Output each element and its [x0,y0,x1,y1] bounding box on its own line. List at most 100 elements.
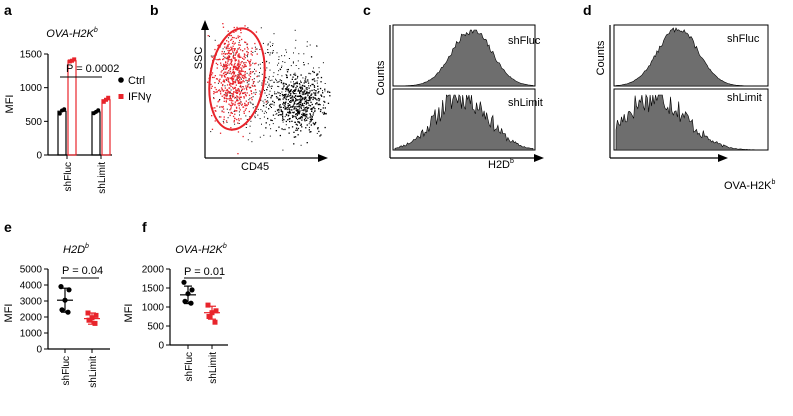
panel-b-gated-dot-449 [230,106,232,108]
panel-b-gated-dot-358 [232,100,234,102]
panel-b-gated-dot-424 [211,72,214,74]
panel-f-axes: 0 500 1000 1500 2000 shFluc shLimit [142,265,228,384]
panel-b-gated-dot-402 [235,91,237,93]
panel-b-gated-dot-273 [243,97,245,99]
panel-b-bg-dot-415 [273,33,275,35]
panel-b-cd45-high-dot-405 [297,111,299,114]
panel-b-gated-dot-491 [214,86,216,89]
panel-b-bg-dot-399 [268,93,270,95]
panel-f-point-1-1 [213,308,219,314]
panel-b-gated-dot-221 [247,103,249,105]
panel-b-bg-dot-303 [271,87,272,89]
panel-b-bg-dot-68 [306,41,308,43]
panel-b-gated-dot-412 [233,48,235,50]
panel-b-gated-dot-530 [232,86,234,89]
panel-b-cd45-high-dot-298 [270,97,272,99]
panel-b-bg-dot-93 [304,89,306,91]
panel-b-gated-dot-2 [233,95,235,97]
panel-b-gated-dot-552 [251,79,254,81]
panel-b-bg-dot-301 [265,104,267,105]
panel-b-cd45-high-dot-247 [317,85,319,87]
panel-b-gated-dot-308 [228,70,230,72]
panel-b-gated-dot-261 [241,65,244,67]
panel-b-bg-dot-267 [212,55,214,57]
panel-b-gated-dot-187 [232,80,234,82]
panel-b-cd45-high-dot-322 [273,101,275,104]
panel-b-gated-dot-330 [244,102,246,105]
panel-b-cd45-high-dot-173 [267,117,269,120]
panel-b-cd45-high-dot-262 [311,78,314,81]
panel-f-ytick-label-2: 1000 [142,303,165,314]
panel-b-gated-dot-85 [232,77,234,80]
panel-b-cd45-high-dot-458 [303,91,305,94]
panel-b-cd45-high-dot-73 [324,107,326,109]
panel-b-gated-dot-116 [238,44,240,46]
panel-b-bg-dot-350 [299,124,301,126]
panel-b-cd45-high-dot-276 [306,119,308,121]
panel-b-cd45-high-dot-457 [328,91,331,93]
panel-b-gated-dot-342 [232,115,235,118]
panel-b-gated-dot-74 [223,116,225,118]
panel-b-bg-dot-181 [282,87,284,89]
panel-a-point-shFluc-0-2 [62,107,67,112]
panel-b-bg-dot-384 [257,108,259,110]
panel-label-a: a [4,2,12,18]
panel-b-bg-dot-275 [262,42,264,44]
panel-b-gated-dot-427 [239,94,241,96]
panel-b-gated-dot-506 [229,59,231,61]
panel-b-gated-dot-233 [225,48,227,50]
panel-b-cd45-high-dot-423 [301,103,304,105]
panel-b-cd45-high-dot-186 [294,95,297,97]
panel-b-cd45-high-dot-215 [297,113,299,115]
panel-b-gated-dot-613 [231,83,234,85]
panel-b-gated-dot-324 [222,23,224,25]
panel-b-bg-dot-202 [219,99,220,101]
panel-b-gated-dot-627 [230,108,232,110]
panel-b-gated-dot-646 [244,94,247,96]
panel-b-cd45-high-dot-367 [300,74,302,76]
panel-b-cd45-high-dot-96 [291,97,293,99]
panel-e-significance: P = 0.04 [61,265,103,279]
panel-b-cd45-high-dot-370 [271,85,273,87]
panel-b-cd45-high-dot-57 [295,97,297,100]
panel-b-gated-dot-605 [244,41,246,43]
panel-b-cd45-high-dot-109 [295,109,297,111]
panel-b-bg-dot-34 [256,48,258,50]
panel-b-gated-dot-346 [215,62,217,64]
panel-b-gated-dot-160 [227,78,230,80]
panel-b-gated-dot-154 [230,127,232,129]
panel-b-cd45-high-dot-278 [288,112,291,114]
panel-b-cd45-high-dot-246 [296,99,299,101]
panel-b-bg-dot-65 [297,77,298,79]
panel-b-bg-dot-321 [269,54,271,56]
panel-b-cd45-high-dot-289 [306,92,308,94]
panel-b-cd45-high-dot-466 [313,92,315,94]
panel-b-gated-dot-262 [232,83,235,85]
panel-b-cd45-high-dot-51 [286,108,288,111]
panel-b-bg-dot-109 [265,83,267,85]
panel-b-cd45-high-dot-317 [265,122,267,124]
panel-a-bar-shFluc-0 [57,110,67,156]
panel-b-cd45-high-dot-275 [272,114,275,116]
panel-b-bg-dot-140 [283,102,285,104]
panel-b-bg-dot-13 [254,115,256,117]
panel-b-bg-dot-51 [252,62,254,64]
panel-b-bg-dot-55 [297,119,299,121]
panel-b-bg-dot-163 [217,82,219,84]
panel-b-cd45-high-dot-491 [287,111,289,113]
panel-b-gated-dot-595 [234,65,236,68]
panel-b-gated-dot-392 [243,81,245,83]
panel-a-point-shLimit-1-1 [104,97,108,102]
panel-b-gated-dot-231 [225,64,227,66]
panel-b-gated-dot-52 [246,92,248,94]
panel-b-gated-dot-414 [233,120,235,122]
panel-e-ytick-label-3: 3000 [20,297,43,308]
panel-b-cd45-high-dot-214 [283,85,285,87]
panel-b-gated-dot-590 [242,106,244,108]
panel-b-cd45-high-dot-310 [301,87,303,89]
panel-b-cd45-high-dot-228 [310,131,312,133]
panel-b-cd45-high-dot-162 [279,114,281,116]
panel-b-cd45-high-dot-175 [303,115,305,117]
panel-b-cd45-high-dot-261 [265,76,267,79]
panel-b-bg-dot-122 [270,45,271,47]
